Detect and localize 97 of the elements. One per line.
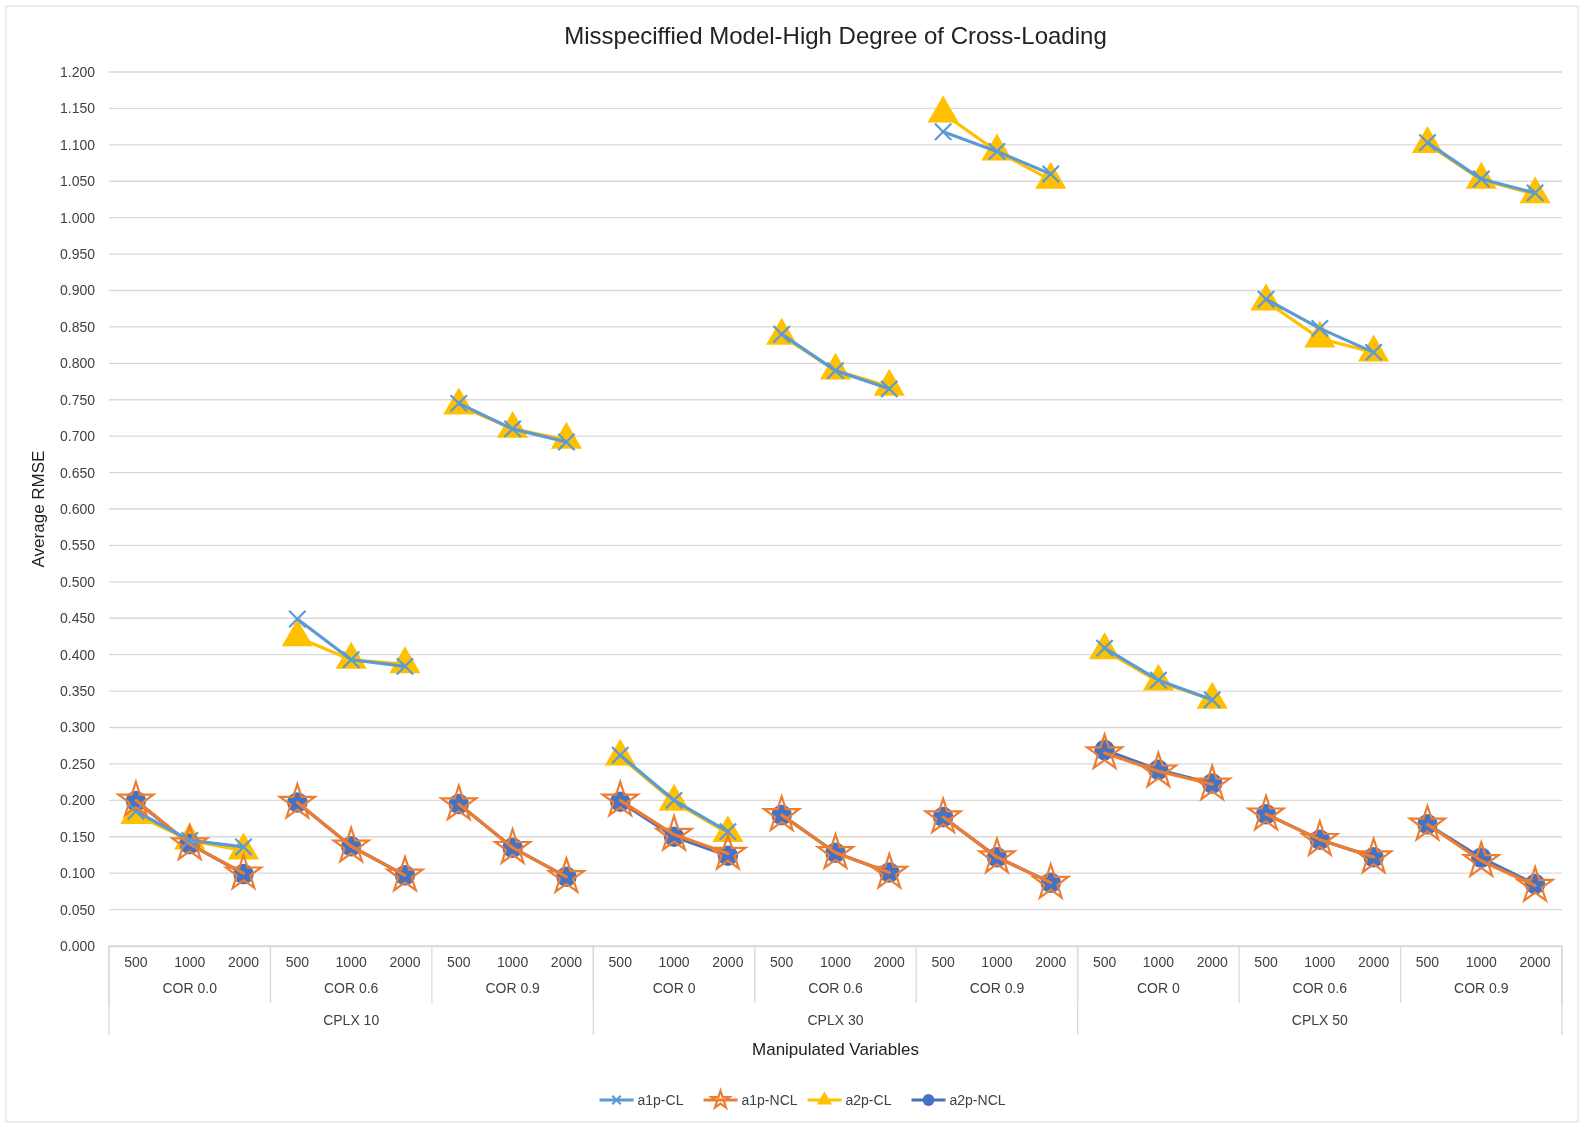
text: COR 0.9 [1454, 980, 1509, 996]
x-tick-label: 500 [1092, 953, 1117, 970]
legend-label: a1p-CL [637, 1092, 684, 1108]
point [1355, 835, 1395, 875]
point [222, 851, 265, 891]
point [869, 850, 910, 891]
x-tick-label: 1000 [658, 953, 690, 970]
y-tick-label: 1.050 [59, 173, 96, 190]
point [1299, 818, 1341, 858]
point [115, 778, 157, 818]
point [761, 793, 803, 833]
y-tick-label: 0.200 [59, 792, 96, 809]
x-tick-label: 2000 [550, 953, 583, 970]
x-tick-label: 1000 [1465, 953, 1498, 970]
x-tick-label: 1000 [981, 953, 1013, 970]
x-tick-label: 1000 [1142, 953, 1175, 970]
y-tick-label: 0.900 [59, 282, 96, 299]
x-tick-label: 1000 [497, 953, 529, 970]
y-tick-label: 0.950 [59, 246, 96, 263]
point [1245, 792, 1287, 832]
point [1030, 861, 1072, 901]
point [814, 831, 857, 871]
x-tick-label: 2000 [389, 953, 421, 970]
y-tick-label: 1.000 [59, 209, 96, 226]
y-tick-label: 0.150 [59, 828, 96, 845]
text: CPLX 10 [323, 1012, 380, 1028]
text: COR 0 [652, 980, 696, 996]
text: COR 0 [1136, 980, 1180, 996]
y-tick-label: 0.100 [59, 865, 96, 882]
x-tick-label: 500 [285, 953, 310, 970]
point [976, 835, 1018, 875]
y-tick-label: 0.250 [59, 755, 96, 772]
x-tick-label: 500 [770, 953, 794, 970]
x-tick-label: 2000 [1196, 953, 1228, 970]
y-axis-title: Average RMSE [29, 450, 48, 568]
text: COR 0.0 [162, 980, 218, 996]
point [1460, 839, 1502, 879]
x-tick-label: 2000 [873, 953, 906, 970]
y-tick-label: 0.300 [59, 719, 96, 736]
y-tick-label: 1.150 [59, 100, 96, 117]
point [709, 831, 749, 872]
y-tick-label: 0.000 [59, 937, 96, 954]
x-tick-label: 500 [608, 953, 633, 970]
point [1083, 731, 1126, 771]
text: COR 0.6 [1292, 980, 1348, 996]
point [438, 782, 480, 822]
x-tick-label: 500 [931, 953, 956, 970]
text: CPLX 30 [807, 1012, 864, 1028]
text: COR 0.9 [969, 980, 1025, 996]
point [492, 826, 534, 866]
x-tick-label: 2000 [712, 953, 744, 970]
chart-title: Misspeciffied Model-High Degree of Cross-Loading [564, 22, 1107, 49]
y-tick-label: 1.100 [59, 136, 96, 153]
y-tick-label: 0.450 [59, 610, 96, 627]
x-tick-label: 2000 [227, 953, 260, 970]
y-tick-label: 0.800 [59, 355, 96, 372]
legend-label: a1p-NCL [741, 1092, 798, 1108]
y-tick-label: 0.750 [59, 391, 96, 408]
y-tick-label: 0.650 [59, 464, 96, 481]
text: COR 0.9 [485, 980, 541, 996]
legend-label: a2p-CL [845, 1092, 892, 1108]
y-tick-label: 1.200 [59, 63, 96, 80]
y-tick-label: 0.500 [59, 573, 96, 590]
y-tick-label: 0.700 [59, 428, 96, 445]
y-tick-label: 0.350 [59, 683, 96, 700]
y-tick-label: 0.600 [59, 500, 96, 517]
x-tick-label: 2000 [1358, 953, 1390, 970]
y-tick-label: 0.400 [59, 646, 96, 663]
text: COR 0.6 [323, 980, 379, 996]
point [288, 610, 307, 628]
point [1191, 762, 1233, 802]
point [1139, 749, 1179, 789]
x-tick-label: 500 [1415, 953, 1440, 970]
text: COR 0.6 [808, 980, 863, 996]
point [1406, 802, 1449, 843]
y-tick-label: 0.850 [59, 318, 96, 335]
x-axis-title: Manipulated Variables [752, 1040, 919, 1059]
point [599, 778, 641, 818]
point [922, 795, 964, 835]
x-tick-label: 2000 [1035, 953, 1067, 970]
x-tick-label: 500 [1254, 953, 1278, 970]
x-tick-label: 1000 [335, 953, 367, 970]
x-tick-label: 1000 [174, 953, 206, 970]
x-tick-label: 1000 [1304, 953, 1336, 970]
point [384, 853, 426, 893]
point [545, 855, 587, 895]
point [330, 824, 372, 864]
point [169, 822, 211, 862]
legend-label: a2p-NCL [949, 1092, 1006, 1108]
y-tick-label: 0.550 [59, 537, 96, 554]
text: CPLX 50 [1291, 1012, 1349, 1028]
y-tick-label: 0.050 [59, 901, 96, 918]
x-tick-label: 1000 [819, 953, 852, 970]
x-tick-label: 500 [124, 953, 148, 970]
x-tick-label: 500 [447, 953, 471, 970]
point [934, 122, 953, 141]
x-tick-label: 2000 [1519, 953, 1551, 970]
